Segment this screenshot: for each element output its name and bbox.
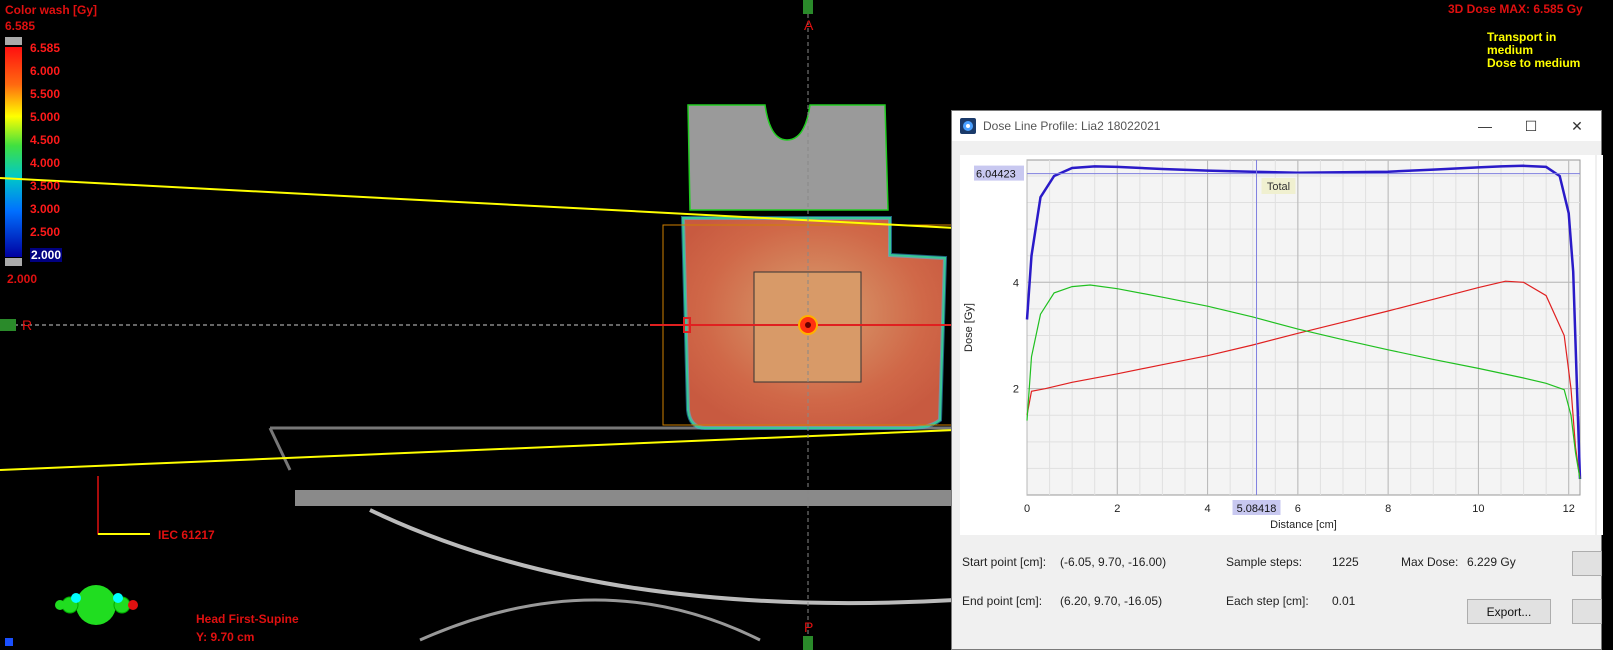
bottom-orientation-handle [803,636,813,650]
dialog-title: Dose Line Profile: Lia2 18022021 [983,119,1161,133]
scale-tick-label: 3.500 [30,179,61,193]
scale-tick-label: 2.500 [30,225,61,239]
couch-support [369,508,956,606]
cursor-x-value: 5.08418 [1237,503,1277,515]
app-icon [960,118,976,134]
colorwash-top-value: 6.585 [5,19,36,33]
x-tick-label: 12 [1563,503,1575,515]
couch-top [295,490,955,506]
scale-top-handle [5,37,22,45]
corner-marker [5,638,13,646]
colorwash-title: Color wash [Gy] [5,3,98,17]
dose-profile-series-line [1025,164,1582,480]
dose-line-profile-dialog[interactable]: Dose Line Profile: Lia2 18022021 — ☐ ✕ 0… [951,110,1603,650]
scale-bottom-handle [5,258,22,266]
y-tick-label: 2 [1013,384,1019,396]
total-series-label: Total [1267,181,1290,193]
beam-line-upper [0,177,956,229]
slice-position-label: Y: 9.70 cm [196,630,255,644]
scale-tick-label: 6.000 [30,64,61,78]
total-label-bg [1261,178,1296,194]
end-point-label: End point [cm]: [962,594,1043,608]
cursor-y-label-bg [974,165,1024,181]
colorwash-bottom-value: 2.000 [7,272,38,286]
side-button-top[interactable] [1572,551,1602,576]
transport-label-line1: Transport in [1487,30,1557,44]
patient-position-label: Head First-Supine [196,612,299,626]
left-orientation-handle [0,319,16,331]
sample-steps-label: Sample steps: [1226,555,1303,569]
colorwash-scale-bar [5,47,22,257]
each-step-value: 0.01 [1332,594,1356,608]
transport-label-line2: medium [1487,43,1534,57]
cursor-y-value: 6.04423 [976,169,1016,181]
plot-background [1026,159,1581,496]
start-point-label: Start point [cm]: [962,555,1047,569]
export-button[interactable]: Export... [1467,599,1551,624]
profile-start-handle [683,317,691,333]
scale-tick-label: 5.000 [30,110,61,124]
chart-side-panel [1597,155,1603,535]
dialog-titlebar[interactable]: Dose Line Profile: Lia2 18022021 — ☐ ✕ [952,111,1601,141]
maximize-button[interactable]: ☐ [1524,117,1538,134]
scale-tick-label: 5.500 [30,87,61,101]
x-tick-label: 10 [1472,503,1484,515]
x-tick-label: 4 [1205,503,1211,515]
top-orientation-handle [803,0,813,14]
scale-tick-label: 4.500 [30,133,61,147]
dose-profile-series-line [1026,280,1581,480]
side-button-bottom[interactable] [1572,599,1602,624]
cursor-x-label-bg [1232,500,1281,515]
max-dose-label: Max Dose: [1401,555,1459,569]
sample-steps-value: 1225 [1332,555,1359,569]
phantom-top-block [687,104,889,211]
orientation-label-posterior: P [804,619,814,635]
y-axis-label: Dose [Gy] [963,303,975,352]
orientation-label-right: R [22,317,33,333]
x-tick-label: 6 [1295,503,1301,515]
end-point-value: (6.20, 9.70, -16.05) [1060,594,1163,608]
iec-label: IEC 61217 [158,528,215,542]
scale-tick-label: 3.000 [30,202,61,216]
max-dose-value: 6.229 Gy [1467,555,1516,569]
scale-tick-label: 6.585 [30,41,61,55]
dose-max-label: 3D Dose MAX: 6.585 Gy [1448,2,1583,16]
x-tick-label: 8 [1385,503,1391,515]
patient-orientation-icon [55,585,138,625]
y-tick-label: 4 [1013,277,1019,289]
beam-line-lower [0,429,956,471]
minimize-button[interactable]: — [1478,118,1492,134]
dose-profile-series-line [1026,284,1581,480]
x-tick-label: 0 [1024,503,1030,515]
close-button[interactable]: ✕ [1571,117,1583,134]
orientation-label-anterior: A [804,17,814,33]
iec-axis-indicator [97,476,150,535]
scale-tick-label: 2.000 [30,248,63,262]
start-point-value: (-6.05, 9.70, -16.00) [1060,555,1167,569]
scale-tick-label: 4.000 [30,156,61,170]
dose-profile-chart[interactable]: 0 2 4 6 8 10 12 2 4 Distance [cm] Dose [Gy] 6.04423… [960,155,1595,535]
dose-profile-chart-area[interactable]: 0 2 4 6 8 10 12 2 4 Distance [cm] Dose [Gy] 6.04423… [960,155,1595,535]
x-axis-label: Distance [cm] [1270,519,1337,531]
x-tick-label: 2 [1114,503,1120,515]
each-step-label: Each step [cm]: [1226,594,1309,608]
dose-to-medium-label: Dose to medium [1487,56,1581,70]
